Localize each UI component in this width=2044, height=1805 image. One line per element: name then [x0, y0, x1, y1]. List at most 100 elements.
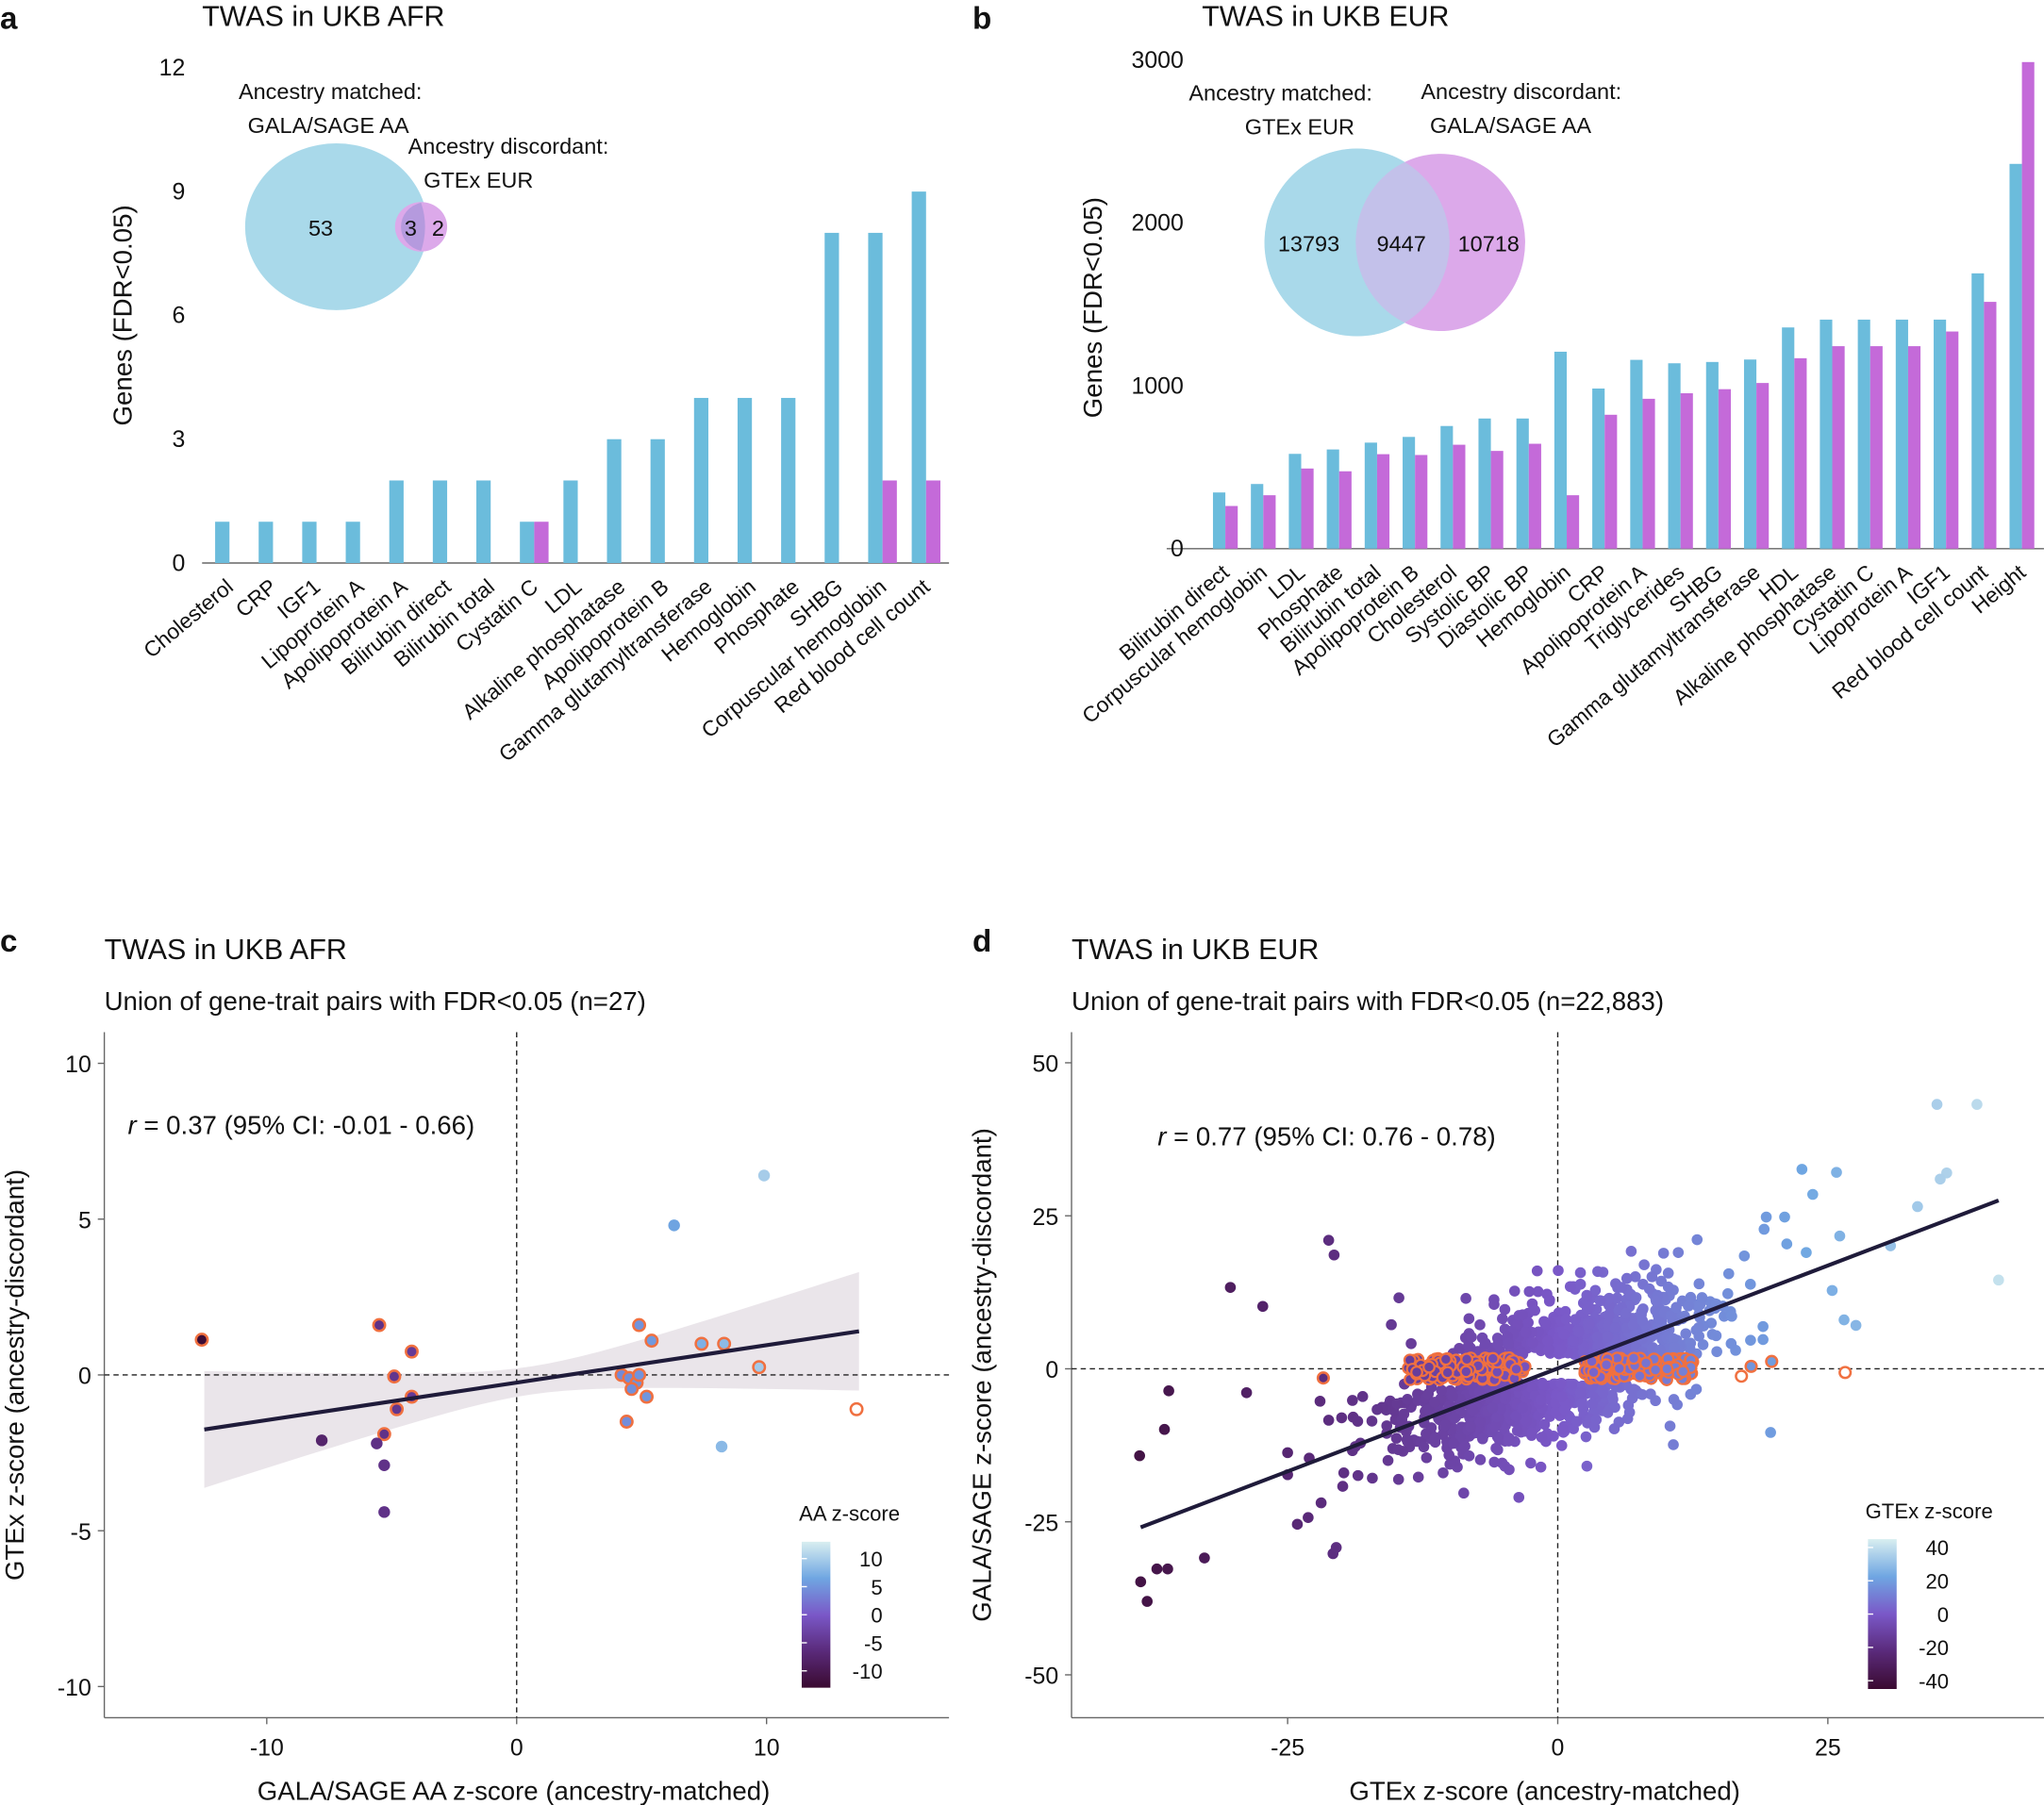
- scatter-point: [1838, 1314, 1850, 1326]
- scatter-point: [1668, 1394, 1680, 1405]
- y-tick-label: 10: [65, 1052, 91, 1078]
- scatter-point: [1499, 1303, 1511, 1316]
- scatter-point: [1779, 1211, 1790, 1223]
- scatter-point: [1693, 1330, 1705, 1342]
- scatter-point: [1573, 1326, 1585, 1338]
- scatter-point: [1479, 1337, 1491, 1350]
- scatter-point: [1621, 1413, 1634, 1425]
- x-tick-label: -25: [1271, 1734, 1305, 1761]
- scatter-point: [1463, 1449, 1475, 1462]
- scatter-point-outlined: [387, 1369, 402, 1384]
- scatter-point: [1474, 1416, 1487, 1428]
- scatter-point-outlined: [1639, 1356, 1653, 1370]
- scatter-point-outlined: [1509, 1362, 1523, 1376]
- panel-b-title: TWAS in UKB EUR: [1202, 1, 1449, 33]
- scatter-point: [1393, 1292, 1404, 1303]
- scatter-point: [1224, 1282, 1237, 1293]
- scatter-point: [1499, 1460, 1511, 1472]
- scatter-point: [1602, 1331, 1614, 1343]
- bar-matched: [1743, 359, 1757, 549]
- scatter-point: [1163, 1385, 1174, 1397]
- scatter-point: [315, 1434, 328, 1447]
- panel-b-ylabel: Genes (FDR<0.05): [1078, 197, 1107, 418]
- scatter-point: [1437, 1466, 1449, 1479]
- bar-matched: [1516, 418, 1529, 549]
- scatter-point-outlined: [1676, 1365, 1690, 1379]
- scatter-point-outlined: [1460, 1352, 1473, 1366]
- venn-a-matched-source: GALA/SAGE AA: [248, 113, 409, 138]
- scatter-point-outlined: [619, 1415, 634, 1429]
- scatter-point: [1338, 1466, 1350, 1479]
- scatter-point: [1564, 1281, 1576, 1293]
- scatter-point: [1538, 1380, 1550, 1391]
- scatter-point: [1757, 1333, 1769, 1346]
- scatter-point: [1556, 1423, 1569, 1435]
- scatter-point: [1581, 1289, 1593, 1301]
- scatter-point: [1463, 1340, 1474, 1351]
- scatter-point: [378, 1459, 391, 1471]
- colorbar-tick-label: -20: [1919, 1636, 1949, 1660]
- scatter-point: [1581, 1460, 1593, 1472]
- scatter-point: [1371, 1403, 1383, 1416]
- correlation-text: = 0.37 (95% CI: -0.01 - 0.66): [137, 1110, 475, 1139]
- scatter-point: [668, 1219, 680, 1232]
- scatter-point: [1574, 1267, 1587, 1279]
- scatter-point: [1460, 1293, 1471, 1304]
- scatter-point: [1322, 1415, 1335, 1426]
- scatter-point: [1382, 1454, 1394, 1466]
- venn-b-discordant-count: 10718: [1458, 232, 1520, 257]
- y-tick-label: 0: [1171, 536, 1184, 562]
- scatter-point: [1352, 1416, 1364, 1427]
- scatter-point: [1314, 1396, 1326, 1407]
- scatter-point: [1436, 1384, 1448, 1397]
- scatter-point-outlined: [1410, 1366, 1423, 1379]
- scatter-point: [1405, 1337, 1417, 1350]
- scatter-point: [1629, 1271, 1641, 1283]
- scatter-point: [1781, 1238, 1793, 1250]
- scatter-point: [1556, 1391, 1568, 1402]
- scatter-point: [1721, 1288, 1734, 1300]
- scatter-point: [1710, 1330, 1722, 1342]
- bar-matched: [824, 232, 839, 564]
- bar-matched: [1705, 361, 1719, 549]
- panel-d-subtitle: Union of gene-trait pairs with FDR<0.05 …: [1072, 986, 1664, 1016]
- bar-discordant: [1567, 495, 1580, 549]
- bar-matched: [1440, 425, 1454, 549]
- scatter-point: [1458, 1487, 1470, 1499]
- scatter-point: [1315, 1497, 1327, 1509]
- y-tick-label: 1000: [1132, 373, 1184, 399]
- scatter-point: [1555, 1377, 1567, 1389]
- panel-a-title: TWAS in UKB AFR: [202, 1, 444, 33]
- bar-discordant: [1225, 505, 1238, 549]
- scatter-point: [1542, 1344, 1554, 1355]
- scatter-point-outlined: [1744, 1359, 1758, 1373]
- scatter-point: [1517, 1348, 1528, 1359]
- y-tick-label: 9: [172, 178, 185, 205]
- scatter-point: [1536, 1432, 1548, 1443]
- scatter-point: [1668, 1333, 1679, 1345]
- scatter-point: [1693, 1278, 1705, 1290]
- scatter-point: [1531, 1265, 1543, 1277]
- scatter-point: [1429, 1397, 1440, 1408]
- colorbar-tick-label: 40: [1925, 1536, 1949, 1560]
- bar-matched: [476, 480, 491, 564]
- scatter-point: [1571, 1416, 1583, 1428]
- scatter-point: [1672, 1247, 1685, 1258]
- scatter-point: [1670, 1301, 1682, 1314]
- scatter-point: [1807, 1188, 1819, 1201]
- scatter-point: [1474, 1319, 1486, 1331]
- bar-matched: [1212, 492, 1226, 549]
- scatter-point-outlined: [1422, 1360, 1436, 1374]
- bar-discordant: [1680, 393, 1693, 549]
- y-tick-label: 0: [1045, 1357, 1058, 1383]
- venn-a-discordant-source: GTEx EUR: [424, 168, 533, 192]
- bar-discordant: [1528, 443, 1541, 549]
- scatter-point: [1282, 1447, 1293, 1459]
- bar-matched: [432, 480, 448, 564]
- scatter-point: [1726, 1310, 1737, 1322]
- scatter-point: [1591, 1332, 1604, 1343]
- scatter-point: [1381, 1420, 1393, 1432]
- scatter-point: [1931, 1099, 1943, 1110]
- scatter-point-outlined: [1660, 1362, 1674, 1376]
- scatter-point: [1665, 1310, 1677, 1321]
